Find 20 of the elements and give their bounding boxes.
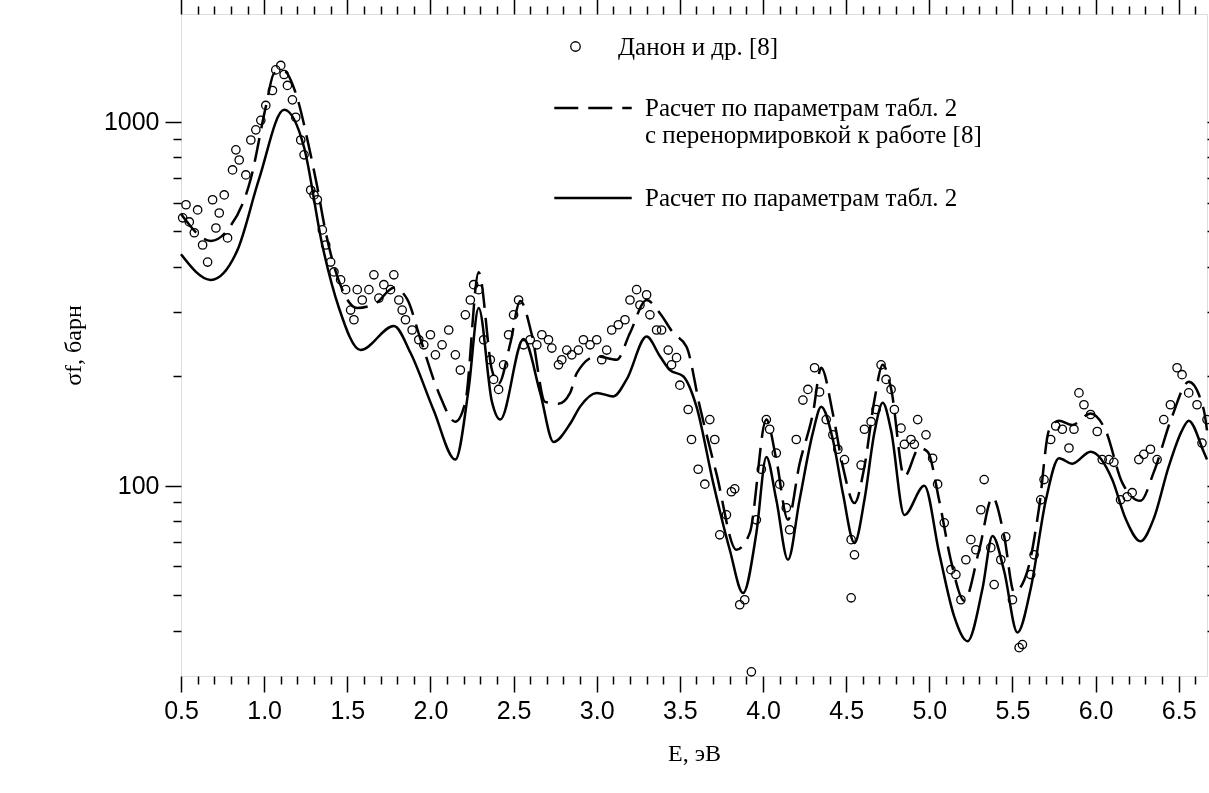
x-tick-label: 3.5 (662, 695, 698, 724)
y-tick-label: 100 (117, 471, 160, 500)
x-tick-label: 6.0 (1078, 695, 1114, 724)
y-axis-title: σf, барн (59, 305, 86, 386)
x-tick-label: 6.5 (1161, 695, 1197, 724)
legend-label: Расчет по параметрам табл. 2 с перенормировкой к работе [8] (645, 94, 982, 148)
x-tick-label: 1.5 (330, 695, 366, 724)
x-tick-label: 1.0 (247, 695, 283, 724)
x-tick-label: 4.0 (746, 695, 781, 724)
legend-label: Данон и др. [8] (618, 32, 779, 60)
x-tick-label: 3.0 (579, 695, 615, 724)
x-axis-title: E, эВ (668, 739, 721, 766)
x-tick-label: 0.5 (164, 695, 199, 724)
x-tick-label: 2.5 (496, 695, 532, 724)
legend-label: Расчет по параметрам табл. 2 (645, 184, 958, 211)
x-tick-label: 5.0 (912, 695, 948, 724)
x-tick-label: 4.5 (829, 695, 865, 724)
y-tick-label: 1000 (103, 107, 160, 136)
x-tick-label: 2.0 (413, 695, 449, 724)
x-tick-label: 5.5 (995, 695, 1031, 724)
